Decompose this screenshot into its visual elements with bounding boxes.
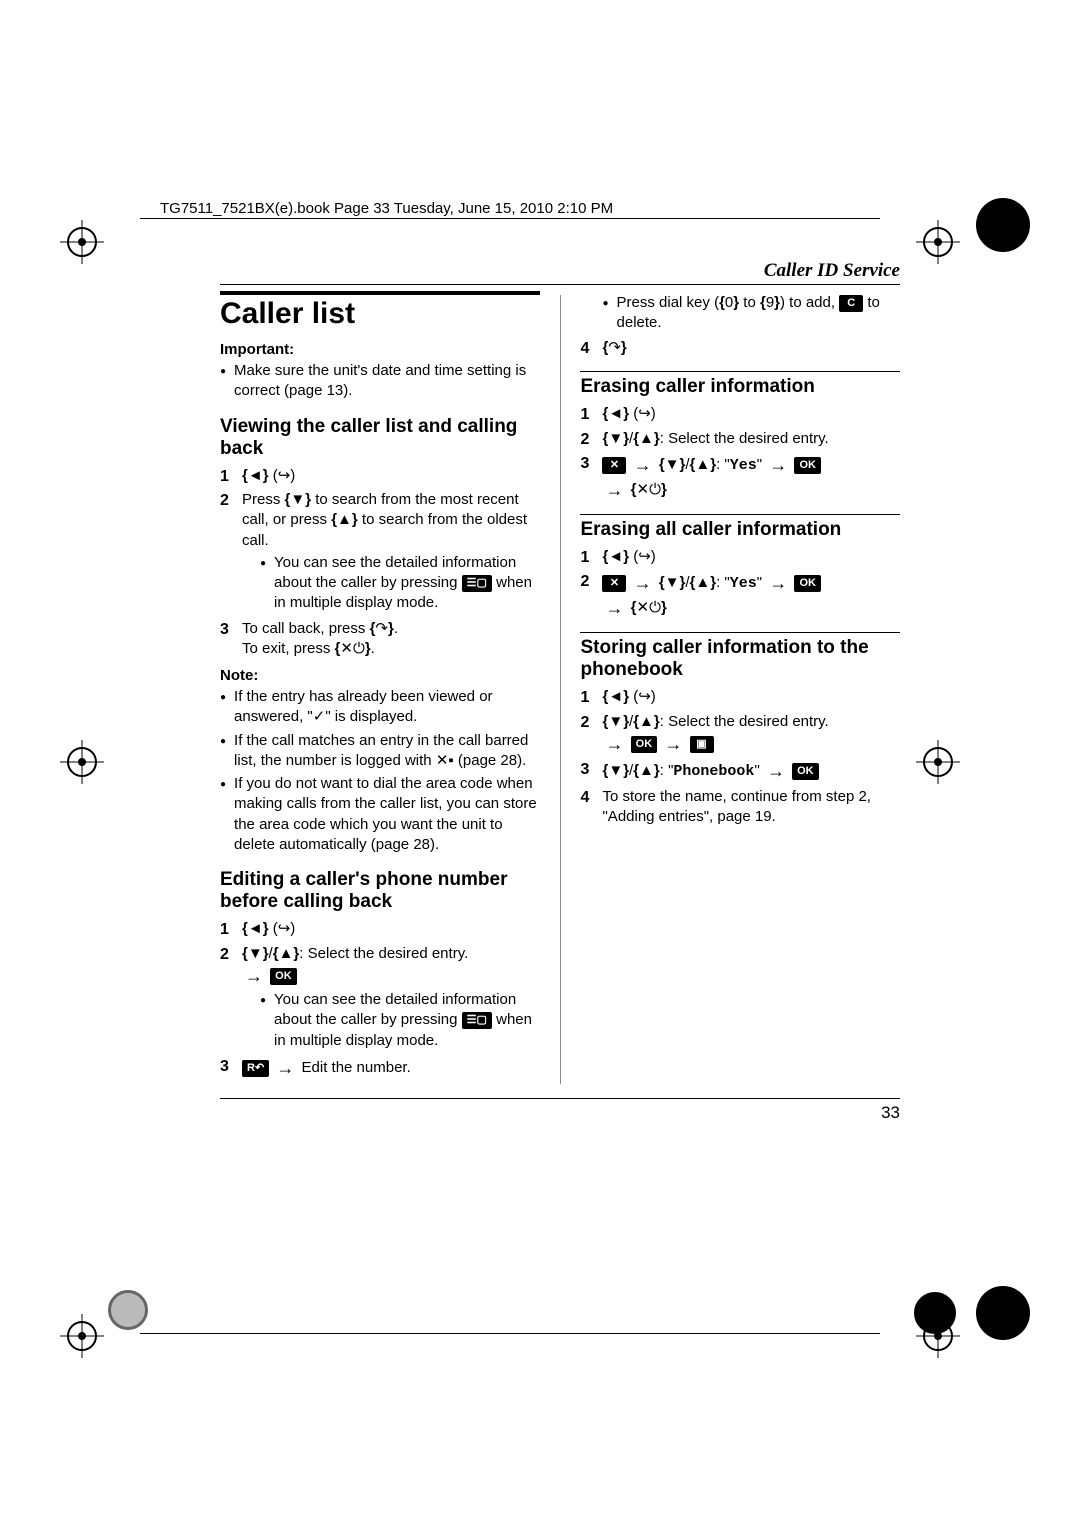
menu-icon: ☰▢ [462,1012,492,1029]
step: 1{◄} (↪) [220,466,540,488]
subheading-erasing-all: Erasing all caller information [580,519,900,541]
crop-mark-icon [916,740,960,784]
step: 4{↷} [580,338,900,360]
deco-circle-icon [108,1290,148,1330]
note-item: If you do not want to dial the area code… [220,774,540,855]
step: 2{▼}/{▲}: Select the desired entry.→ OK … [580,712,900,757]
step: 3✕ → {▼}/{▲}: "Yes" → OK→ {✕⏻} [580,453,900,502]
subheading-erasing: Erasing caller information [580,376,900,398]
redial-icon: ↪ [638,688,651,705]
ok-icon: OK [794,575,821,592]
deco-circle-icon [976,198,1030,252]
step: 1{◄} (↪) [220,919,540,941]
crop-mark-icon [60,740,104,784]
substep: You can see the detailed information abo… [260,990,540,1051]
redial-icon: ↪ [638,405,651,422]
page-title: Caller list [220,297,540,331]
step: 3R↶ → Edit the number. [220,1056,540,1080]
footer-rule [140,1333,880,1334]
step: 2{▼}/{▲}: Select the desired entry.→ OK … [220,944,540,1053]
important-label: Important: [220,341,540,358]
ok-icon: OK [792,763,819,780]
section-header: Caller ID Service [220,260,900,285]
talk-icon: ↷ [608,339,621,356]
x-icon: ✕ [602,457,626,474]
note-label: Note: [220,667,540,684]
crop-mark-icon [60,1314,104,1358]
menu-icon: ☰▢ [462,575,492,592]
page-number: 33 [220,1098,900,1123]
page-content: Caller ID Service Caller list Important:… [220,260,900,1123]
off-icon: ✕⏻ [340,640,364,657]
step: 1{◄} (↪) [580,687,900,709]
ok-icon: OK [794,457,821,474]
important-item: Make sure the unit's date and time setti… [220,361,540,402]
step: 2Press {▼} to search from the most recen… [220,490,540,616]
phonebook-icon: ▣ [690,736,714,753]
rule [220,291,540,295]
note-item: If the entry has already been viewed or … [220,687,540,728]
step: 1{◄} (↪) [580,547,900,569]
x-icon: ✕ [602,575,626,592]
step: 3{▼}/{▲}: "Phonebook" → OK [580,759,900,783]
column-divider [560,295,561,1084]
redial-icon: ↪ [638,548,651,565]
step: 2✕ → {▼}/{▲}: "Yes" → OK→ {✕⏻} [580,571,900,620]
rule [580,371,900,372]
note-item: If the call matches an entry in the call… [220,731,540,772]
step: 2{▼}/{▲}: Select the desired entry. [580,429,900,451]
step: 1{◄} (↪) [580,404,900,426]
off-icon: ✕⏻ [637,481,661,498]
subheading-storing: Storing caller information to the phoneb… [580,637,900,681]
deco-circle-icon [976,1286,1030,1340]
substep: You can see the detailed information abo… [260,553,540,614]
deco-circle-icon [914,1292,956,1334]
ok-icon: OK [631,736,658,753]
rule [580,632,900,633]
header-rule [140,218,880,219]
right-column: Press dial key ({0} to {9}) to add, C to… [580,291,900,1084]
redial-icon: ↪ [278,920,291,937]
crop-mark-icon [916,220,960,264]
step: 3To call back, press {↷}.To exit, press … [220,619,540,660]
running-header: TG7511_7521BX(e).book Page 33 Tuesday, J… [160,200,613,217]
r-icon: R↶ [242,1060,269,1077]
c-icon: C [839,295,863,312]
crop-mark-icon [60,220,104,264]
block-icon: ✕▪ [436,752,454,769]
step: 4To store the name, continue from step 2… [580,787,900,828]
left-column: Caller list Important: Make sure the uni… [220,291,540,1084]
subheading-viewing: Viewing the caller list and calling back [220,416,540,460]
rule [580,514,900,515]
off-icon: ✕⏻ [637,599,661,616]
redial-icon: ↪ [278,467,291,484]
subheading-editing: Editing a caller's phone number before c… [220,869,540,913]
substep: Press dial key ({0} to {9}) to add, C to… [602,293,900,334]
ok-icon: OK [270,968,297,985]
talk-icon: ↷ [375,620,388,637]
